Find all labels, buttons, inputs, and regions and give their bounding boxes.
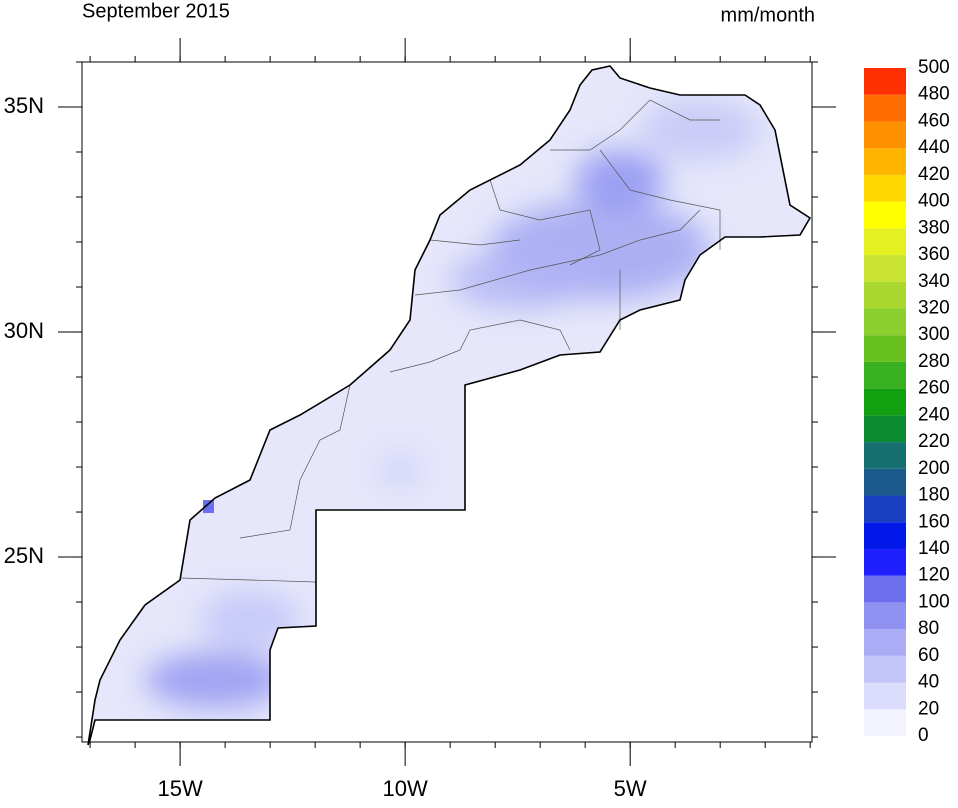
colorbar-label: 420 <box>918 164 950 185</box>
coastline <box>87 65 812 746</box>
colorbar-swatch <box>864 522 906 549</box>
units-label: mm/month <box>721 4 815 26</box>
colorbar-swatch <box>864 468 906 496</box>
internal-borders <box>179 99 721 583</box>
colorbar-label: 240 <box>918 404 950 425</box>
land-area <box>88 66 810 745</box>
colorbar-swatch <box>864 709 906 736</box>
colorbar-label: 440 <box>918 137 950 158</box>
colorbar-label: 160 <box>918 511 950 532</box>
map-frame <box>81 61 813 743</box>
colorbar-swatch <box>864 281 906 309</box>
colorbar-swatch <box>864 575 906 603</box>
colorbar-swatch <box>864 442 906 469</box>
colorbar-label: 200 <box>918 458 950 479</box>
colorbar-label: 180 <box>918 485 950 506</box>
colorbar-label: 120 <box>918 565 950 586</box>
colorbar-label: 20 <box>918 698 939 719</box>
colorbar-label: 60 <box>918 645 939 666</box>
colorbar-swatch <box>864 682 906 710</box>
colorbar-label: 500 <box>918 57 950 78</box>
colorbar-label: 380 <box>918 217 950 238</box>
colorbar-swatch <box>864 68 906 95</box>
y-tick-label: 35N <box>4 93 44 118</box>
colorbar-swatch <box>864 602 906 630</box>
colorbar-swatch <box>864 255 906 282</box>
colorbar-label: 480 <box>918 84 950 105</box>
colorbar-label: 320 <box>918 297 950 318</box>
colorbar-label: 300 <box>918 324 950 345</box>
colorbar-swatch <box>864 548 906 576</box>
colorbar-swatch <box>864 361 906 389</box>
map-title: September 2015 <box>82 0 230 22</box>
colorbar-label: 220 <box>918 431 950 452</box>
x-tick-label: 5W <box>614 776 647 801</box>
colorbar-swatch <box>864 495 906 523</box>
colorbar-swatch <box>864 629 906 656</box>
axes: 15W 10W 5W 35N 30N 25N <box>4 38 836 801</box>
colorbar-label: 400 <box>918 191 950 212</box>
colorbar-swatch <box>864 228 906 256</box>
colorbar-swatch <box>864 121 906 149</box>
colorbar-swatch <box>864 308 906 336</box>
colorbar-swatch <box>864 174 906 202</box>
colorbar-label: 260 <box>918 378 950 399</box>
land <box>87 65 812 746</box>
y-tick-label: 30N <box>4 318 44 343</box>
colorbar-label: 0 <box>918 725 929 746</box>
colorbar-label: 100 <box>918 591 950 612</box>
colorbar-swatch <box>864 335 906 362</box>
y-tick-label: 25N <box>4 543 44 568</box>
colorbar-label: 40 <box>918 672 939 693</box>
colorbar-swatch <box>864 388 906 416</box>
x-tick-label: 15W <box>157 776 202 801</box>
colorbar-label: 460 <box>918 110 950 131</box>
x-tick-label: 10W <box>383 776 428 801</box>
colorbar-label: 280 <box>918 351 950 372</box>
colorbar-swatch <box>864 655 906 683</box>
colorbar-label: 80 <box>918 618 939 639</box>
colorbar: 0 20 40 60 80 100 120 140 160 180 200 220 240 260 280 3… <box>864 57 950 746</box>
pixel <box>203 500 214 513</box>
colorbar-swatch <box>864 201 906 229</box>
colorbar-label: 340 <box>918 271 950 292</box>
colorbar-swatch <box>864 415 906 443</box>
colorbar-swatch <box>864 94 906 122</box>
colorbar-label: 360 <box>918 244 950 265</box>
colorbar-label: 140 <box>918 538 950 559</box>
colorbar-swatch <box>864 148 906 175</box>
